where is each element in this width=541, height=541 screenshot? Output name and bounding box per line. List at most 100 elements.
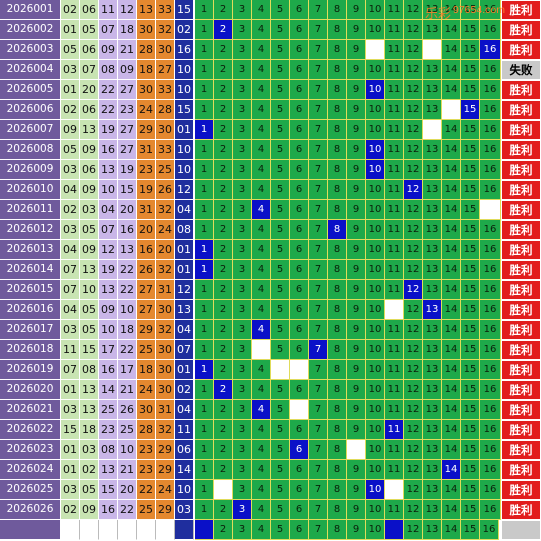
trend-cell: 15 bbox=[461, 220, 480, 240]
trend-cell: 5 bbox=[271, 300, 290, 320]
trend-cell: 1 bbox=[195, 340, 214, 360]
footer-issue-cell bbox=[0, 520, 61, 540]
result-win-badge: 胜利 bbox=[501, 200, 541, 220]
trend-cell: 5 bbox=[271, 500, 290, 520]
red-ball-number: 06 bbox=[80, 0, 99, 20]
red-ball-number: 16 bbox=[137, 240, 156, 260]
trend-cell bbox=[423, 40, 442, 60]
red-ball-number: 28 bbox=[137, 40, 156, 60]
trend-cell: 8 bbox=[328, 240, 347, 260]
trend-cell: 11 bbox=[385, 380, 404, 400]
trend-cell: 2 bbox=[214, 420, 233, 440]
trend-cell: 12 bbox=[404, 460, 423, 480]
trend-cell: 2 bbox=[214, 360, 233, 380]
red-ball-number: 32 bbox=[156, 200, 175, 220]
trend-cell: 15 bbox=[461, 500, 480, 520]
trend-cell: 10 bbox=[366, 20, 385, 40]
hit-cell: 2 bbox=[214, 20, 233, 40]
trend-cell: 9 bbox=[347, 520, 366, 540]
table-row: 2026011 02 03 04 20 31 32 04 1 2 3 4 5 6 7 8 9 10 11 12 13 14… bbox=[0, 200, 541, 220]
trend-cell: 1 bbox=[195, 200, 214, 220]
red-ball-number: 23 bbox=[99, 420, 118, 440]
result-win-badge: 胜利 bbox=[501, 360, 541, 380]
trend-cell: 8 bbox=[328, 520, 347, 540]
footer-number-cell bbox=[61, 520, 80, 540]
result-win-badge: 胜利 bbox=[501, 480, 541, 500]
hit-cell: 1 bbox=[195, 360, 214, 380]
trend-cell: 5 bbox=[271, 100, 290, 120]
trend-cell: 11 bbox=[385, 60, 404, 80]
trend-cell: 2 bbox=[214, 240, 233, 260]
trend-cell: 12 bbox=[404, 340, 423, 360]
trend-cell: 12 bbox=[404, 220, 423, 240]
blue-ball-number: 10 bbox=[175, 60, 194, 80]
trend-cell: 11 bbox=[385, 40, 404, 60]
trend-cell: 13 bbox=[423, 380, 442, 400]
issue-number: 2026021 bbox=[0, 400, 61, 420]
trend-cell: 10 bbox=[366, 220, 385, 240]
issue-number: 2026019 bbox=[0, 360, 61, 380]
red-ball-number: 04 bbox=[61, 240, 80, 260]
trend-cell bbox=[366, 40, 385, 60]
red-ball-number: 04 bbox=[61, 300, 80, 320]
blue-ball-number: 16 bbox=[175, 40, 194, 60]
trend-cell: 1 bbox=[195, 280, 214, 300]
result-win-badge: 胜利 bbox=[501, 0, 541, 20]
footer-number-cell bbox=[99, 520, 118, 540]
red-ball-number: 03 bbox=[61, 480, 80, 500]
trend-cell: 5 bbox=[271, 380, 290, 400]
trend-cell: 11 bbox=[385, 240, 404, 260]
trend-cell: 14 bbox=[442, 140, 461, 160]
hit-cell: 2 bbox=[214, 380, 233, 400]
trend-cell: 13 bbox=[423, 460, 442, 480]
trend-cell: 10 bbox=[366, 100, 385, 120]
trend-cell: 14 bbox=[442, 500, 461, 520]
trend-cell: 16 bbox=[480, 300, 501, 320]
red-ball-number: 30 bbox=[156, 40, 175, 60]
trend-cell: 13 bbox=[423, 420, 442, 440]
trend-cell: 7 bbox=[309, 140, 328, 160]
trend-cell: 3 bbox=[233, 60, 252, 80]
trend-cell bbox=[347, 440, 366, 460]
red-ball-number: 10 bbox=[118, 300, 137, 320]
trend-cell: 6 bbox=[290, 280, 309, 300]
trend-cell: 9 bbox=[347, 420, 366, 440]
trend-cell: 9 bbox=[347, 400, 366, 420]
red-ball-number: 19 bbox=[99, 120, 118, 140]
red-ball-number: 26 bbox=[118, 400, 137, 420]
trend-cell: 4 bbox=[252, 460, 271, 480]
trend-cell: 13 bbox=[423, 360, 442, 380]
trend-cell: 9 bbox=[347, 300, 366, 320]
trend-cell: 4 bbox=[252, 20, 271, 40]
red-ball-number: 03 bbox=[80, 440, 99, 460]
result-win-badge: 胜利 bbox=[501, 400, 541, 420]
table-row: 2026008 05 09 16 27 31 33 10 1 2 3 4 5 6 7 8 9 10 11 12 13 14… bbox=[0, 140, 541, 160]
red-ball-number: 29 bbox=[156, 500, 175, 520]
trend-cell: 15 bbox=[461, 340, 480, 360]
red-ball-number: 16 bbox=[99, 360, 118, 380]
table-row: 2026017 03 05 10 18 29 32 04 1 2 3 4 5 6 7 8 9 10 11 12 13 14… bbox=[0, 320, 541, 340]
red-ball-number: 18 bbox=[137, 60, 156, 80]
trend-cell: 12 bbox=[404, 440, 423, 460]
issue-number: 2026026 bbox=[0, 500, 61, 520]
issue-number: 2026018 bbox=[0, 340, 61, 360]
trend-cell bbox=[271, 360, 290, 380]
red-ball-number: 18 bbox=[80, 420, 99, 440]
trend-cell: 14 bbox=[442, 340, 461, 360]
red-ball-number: 27 bbox=[137, 280, 156, 300]
trend-cell: 12 bbox=[404, 240, 423, 260]
red-ball-number: 09 bbox=[99, 300, 118, 320]
trend-cell: 16 bbox=[480, 440, 501, 460]
red-ball-number: 18 bbox=[118, 20, 137, 40]
issue-number: 2026005 bbox=[0, 80, 61, 100]
trend-cell: 10 bbox=[366, 340, 385, 360]
result-lose-badge: 失败 bbox=[501, 60, 541, 80]
trend-cell: 3 bbox=[233, 20, 252, 40]
red-ball-number: 30 bbox=[156, 300, 175, 320]
red-ball-number: 11 bbox=[61, 340, 80, 360]
hit-cell: 10 bbox=[366, 140, 385, 160]
result-win-badge: 胜利 bbox=[501, 220, 541, 240]
red-ball-number: 06 bbox=[80, 40, 99, 60]
trend-cell: 3 bbox=[233, 300, 252, 320]
trend-cell: 1 bbox=[195, 380, 214, 400]
